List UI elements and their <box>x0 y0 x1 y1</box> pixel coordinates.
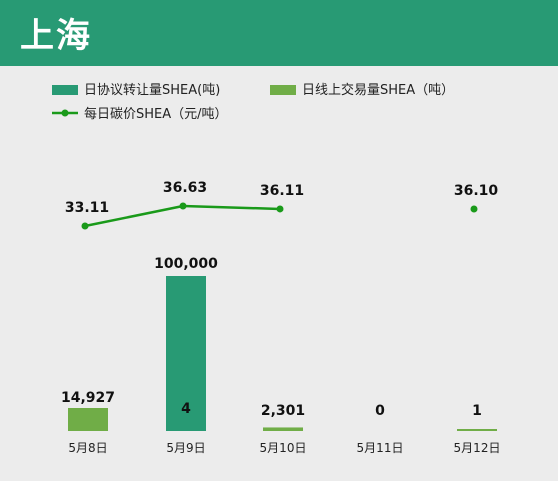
price-line-segment <box>84 204 184 228</box>
data-label-price: 33.11 <box>65 200 109 216</box>
data-labels-layer: 14,927 100,000 4 2,301 0 1 33.11 36.63 36.11 36.1… <box>61 180 498 419</box>
legend-label-price: 每日碳价SHEA（元/吨） <box>84 106 228 122</box>
legend-swatch-price-marker <box>61 109 69 117</box>
price-line-layer <box>81 202 478 230</box>
x-tick-label: 5月9日 <box>166 441 205 455</box>
data-label-agreement: 100,000 <box>154 256 218 272</box>
data-label-price: 36.11 <box>260 183 304 199</box>
x-tick-label: 5月12日 <box>454 441 501 455</box>
price-point <box>276 205 284 213</box>
bar-agreement <box>166 276 206 431</box>
legend-swatch-agreement <box>52 85 78 95</box>
data-label-online: 2,301 <box>261 403 305 419</box>
x-axis-ticks: 5月8日 5月9日 5月10日 5月11日 5月12日 <box>68 441 500 455</box>
data-label-price: 36.63 <box>163 180 207 196</box>
data-label-online: 1 <box>472 403 482 419</box>
legend-label-agreement: 日协议转让量SHEA(吨) <box>84 83 220 98</box>
bar-online <box>68 408 108 431</box>
chart: 日协议转让量SHEA(吨) 日线上交易量SHEA（吨）每日碳价SHEA（元/吨） … <box>52 82 500 455</box>
price-point <box>179 202 187 210</box>
x-tick-label: 5月8日 <box>68 441 107 455</box>
data-label-online: 4 <box>181 401 191 417</box>
header-bar: 上海 <box>0 0 558 66</box>
data-label-online: 0 <box>375 403 385 419</box>
legend-swatch-online <box>270 85 296 95</box>
data-label-online: 14,927 <box>61 390 115 406</box>
price-point <box>81 222 89 230</box>
bar-online <box>457 429 497 431</box>
price-point <box>470 205 478 213</box>
page-title: 上海 <box>20 16 92 56</box>
bars-layer <box>68 276 497 431</box>
legend: 日协议转让量SHEA(吨) 日线上交易量SHEA（吨） 每日碳价SHEA（元/吨） <box>52 82 454 122</box>
price-line-segment <box>182 204 281 211</box>
bar-online <box>263 427 303 431</box>
legend-label-online: 日线上交易量SHEA（吨） <box>302 82 454 98</box>
data-label-price: 36.10 <box>454 183 499 199</box>
x-tick-label: 5月10日 <box>260 441 307 455</box>
x-tick-label: 5月11日 <box>357 441 404 455</box>
